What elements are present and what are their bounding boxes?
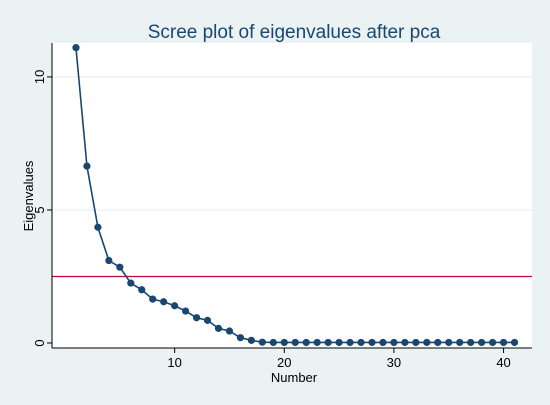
- data-point: [302, 338, 310, 347]
- data-point: [269, 338, 277, 347]
- data-point: [368, 338, 376, 347]
- data-point: [94, 223, 102, 231]
- data-point: [192, 314, 201, 322]
- y-tick-label: 0: [32, 339, 47, 346]
- data-point: [324, 338, 332, 347]
- data-point: [434, 338, 442, 347]
- data-point: [467, 338, 475, 347]
- data-point: [379, 338, 387, 347]
- data-point: [412, 338, 420, 347]
- y-tick-label: 10: [32, 70, 47, 84]
- data-point: [258, 338, 266, 346]
- x-axis-title: Number: [271, 370, 318, 385]
- x-tick-label: 10: [167, 355, 181, 370]
- data-point: [160, 298, 168, 306]
- data-point: [280, 338, 288, 347]
- data-point: [488, 338, 497, 347]
- x-tick-label: 20: [277, 355, 291, 370]
- data-point: [72, 44, 80, 52]
- grid-lines: [52, 76, 532, 211]
- data-point: [346, 338, 354, 347]
- data-point: [478, 338, 486, 347]
- data-point: [149, 295, 157, 303]
- data-point: [105, 256, 113, 265]
- data-point: [138, 286, 146, 294]
- chart-title: Scree plot of eigenvalues after pca: [148, 22, 441, 43]
- x-tick-label: 40: [496, 355, 510, 370]
- data-point: [247, 336, 255, 344]
- series-layer: [72, 44, 519, 347]
- data-point: [445, 338, 453, 347]
- data-point: [203, 316, 212, 324]
- x-tick-label: 30: [387, 355, 401, 370]
- data-point: [423, 338, 431, 347]
- y-axis-title: Eigenvalues: [21, 160, 36, 231]
- data-point: [499, 338, 508, 347]
- data-point: [335, 338, 343, 347]
- data-point: [313, 338, 321, 347]
- data-point: [401, 338, 409, 347]
- data-point: [171, 302, 179, 310]
- plot-area: [52, 43, 532, 348]
- y-tick-label: 5: [32, 206, 47, 213]
- data-point: [236, 334, 245, 342]
- data-point: [182, 307, 190, 315]
- data-point: [510, 338, 519, 347]
- data-point: [116, 263, 124, 271]
- data-point: [83, 162, 91, 170]
- data-point: [291, 338, 299, 347]
- axis-layer: 0 5 10 10 20 30 40: [32, 43, 532, 370]
- data-point: [390, 338, 398, 347]
- data-point: [357, 338, 365, 347]
- data-point: [225, 327, 234, 335]
- data-point: [214, 324, 223, 332]
- data-point: [456, 338, 464, 347]
- data-point: [127, 279, 135, 287]
